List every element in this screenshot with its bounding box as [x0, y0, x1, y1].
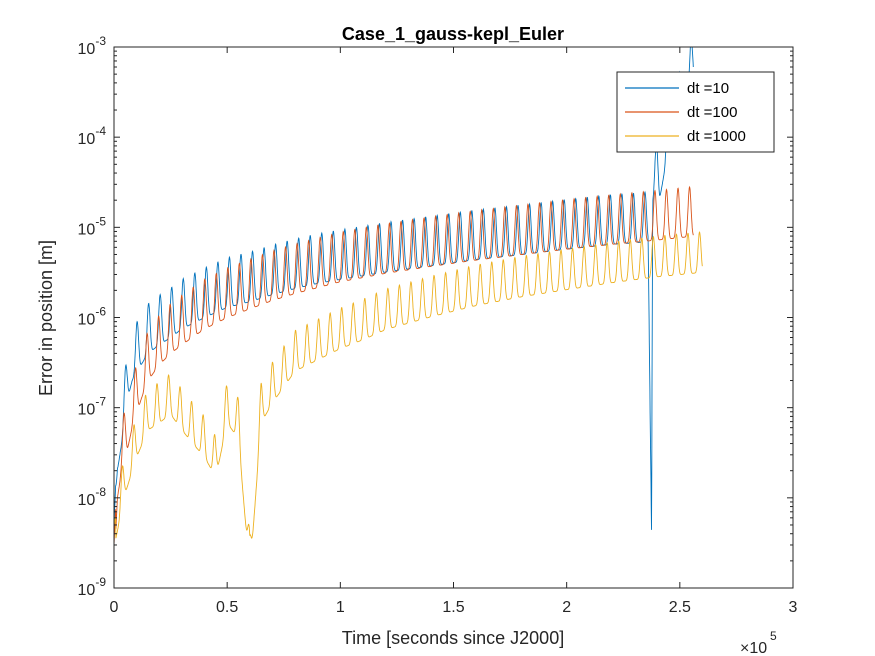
y-tick-label: 10-8: [78, 485, 107, 509]
x-tick-label: 3: [789, 599, 798, 616]
x-tick-label: 1: [336, 599, 345, 616]
y-tick-label: 10-5: [78, 214, 107, 238]
y-tick-label: 10-7: [78, 395, 107, 419]
x-tick-label: 0.5: [216, 599, 238, 616]
x-multiplier: ×10 5: [740, 629, 777, 656]
axis-ticks: 0 0.5 1 1.5 2 2.5 3 10-9 10-8 10-7 10-6 10-5 10-4 10-…: [78, 34, 798, 616]
x-axis-label: Time [seconds since J2000]: [342, 628, 564, 648]
legend-label-0: dt =10: [687, 80, 729, 97]
legend-label-1: dt =100: [687, 104, 737, 121]
y-tick-label: 10-4: [78, 124, 107, 148]
legend-label-2: dt =1000: [687, 128, 746, 145]
y-tick-label: 10-3: [78, 34, 107, 58]
x-multiplier-exponent: 5: [770, 629, 777, 643]
y-axis-label: Error in position [m]: [36, 240, 56, 396]
series-line-1: [114, 185, 694, 546]
x-tick-label: 0: [110, 599, 119, 616]
series-line-2: [114, 231, 703, 539]
x-tick-label: 2: [562, 599, 571, 616]
x-tick-label: 1.5: [442, 599, 464, 616]
x-tick-label: 2.5: [669, 599, 691, 616]
x-multiplier-base: ×10: [740, 640, 767, 656]
y-tick-label: 10-6: [78, 305, 107, 329]
legend: dt =10 dt =100 dt =1000: [616, 71, 775, 153]
chart-title: Case_1_gauss-kepl_Euler: [342, 24, 564, 44]
y-tick-label: 10-9: [78, 575, 107, 599]
series-line-0: [114, 47, 694, 530]
